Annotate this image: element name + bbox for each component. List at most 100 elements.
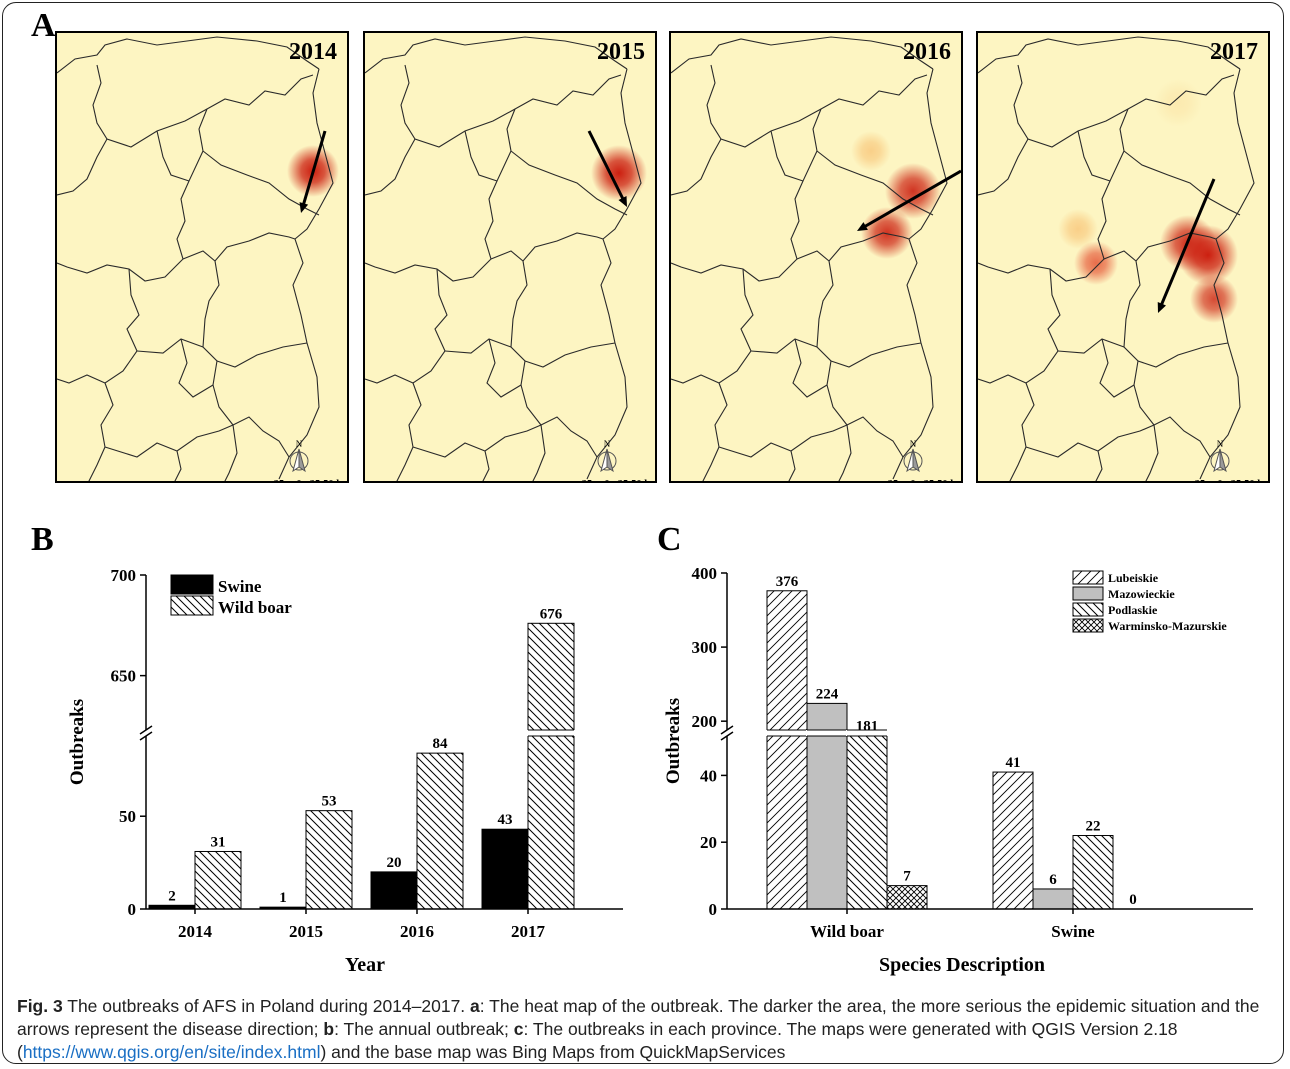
scale-tick-label: 0 bbox=[1217, 479, 1222, 483]
legend-label: Mazowieckie bbox=[1108, 587, 1175, 601]
annual-outbreak-chart: 2 31 2014 1 53 2015 20 84 2016 43 676 2017 0 50 650 700… bbox=[67, 566, 623, 976]
province-border bbox=[892, 68, 948, 480]
province-border bbox=[88, 382, 114, 481]
y-tick-label: 650 bbox=[111, 667, 137, 686]
province-border bbox=[57, 36, 320, 74]
province-border bbox=[482, 450, 490, 481]
heat-hotspot bbox=[1058, 209, 1098, 249]
province-border bbox=[770, 130, 818, 182]
province-border bbox=[506, 108, 628, 216]
bar-warminsko-mazurskie bbox=[886, 885, 928, 910]
province-border bbox=[1013, 64, 1235, 148]
arrow-head bbox=[299, 202, 309, 213]
province-border bbox=[400, 64, 622, 148]
province-border bbox=[365, 36, 628, 74]
legend-label: Lubeiskie bbox=[1108, 571, 1159, 585]
data-label: 1 bbox=[279, 890, 287, 906]
province-border bbox=[1123, 260, 1155, 426]
province-border bbox=[1153, 416, 1211, 458]
bar-wild-boar bbox=[527, 622, 575, 910]
legend-swatch bbox=[1072, 586, 1104, 601]
y-tick-label: 300 bbox=[692, 638, 718, 657]
map-canvas: N25 0 25 50 km bbox=[978, 36, 1268, 483]
province-border bbox=[540, 416, 598, 458]
province-border bbox=[671, 36, 934, 74]
province-border bbox=[178, 338, 214, 398]
north-arrow-right bbox=[298, 448, 306, 473]
x-tick-label: 2014 bbox=[178, 922, 213, 941]
scale-tick-label: 0 bbox=[910, 479, 915, 483]
axis-break-mark bbox=[720, 725, 734, 735]
x-axis-label: Species Description bbox=[879, 954, 1045, 976]
province-border bbox=[182, 232, 296, 262]
axis-break-mark bbox=[720, 731, 734, 741]
y-tick-label: 40 bbox=[700, 766, 717, 785]
province-border bbox=[365, 268, 448, 384]
scale-tick-label: 25 bbox=[924, 479, 935, 483]
data-label: 20 bbox=[387, 855, 402, 871]
y-axis-label: Outbreaks bbox=[67, 699, 88, 785]
province-border bbox=[92, 64, 314, 148]
y-tick-label: 20 bbox=[700, 833, 717, 852]
panel-label-b: B bbox=[31, 521, 54, 558]
map-year-label: 2017 bbox=[1210, 39, 1258, 65]
legend-label: Swine bbox=[218, 577, 262, 596]
province-border bbox=[444, 338, 512, 354]
data-label: 224 bbox=[816, 686, 839, 702]
data-label: 2 bbox=[168, 888, 176, 904]
panel-label-a: A bbox=[31, 7, 56, 44]
data-label: 181 bbox=[856, 718, 879, 734]
scale-tick-label: 50 km bbox=[323, 479, 349, 483]
province-border bbox=[136, 338, 204, 354]
bar-mazowieckie bbox=[1032, 888, 1074, 910]
province-border bbox=[396, 382, 422, 481]
caption-text: The outbreaks of AFS in Poland during 20… bbox=[62, 996, 471, 1016]
province-border bbox=[216, 342, 308, 368]
y-tick-label: 50 bbox=[119, 807, 136, 826]
province-border bbox=[978, 138, 1029, 196]
y-tick-label: 0 bbox=[128, 900, 137, 919]
heat-hotspot bbox=[1154, 79, 1202, 127]
direction-arrow bbox=[1158, 178, 1216, 309]
x-tick-label: 2017 bbox=[511, 922, 546, 941]
province-border bbox=[1025, 424, 1155, 458]
bar-wild-boar bbox=[305, 810, 353, 910]
x-tick-label: 2016 bbox=[400, 922, 434, 941]
arrow-head bbox=[857, 222, 868, 231]
north-label: N bbox=[604, 439, 611, 449]
province-border bbox=[510, 260, 542, 426]
province-border bbox=[1095, 450, 1103, 481]
caption-ref-a: a bbox=[470, 996, 480, 1016]
bar-podlaskie bbox=[1072, 835, 1114, 910]
bar-break-gap bbox=[806, 730, 848, 736]
caption-ref-c: c bbox=[513, 1019, 524, 1039]
province-border bbox=[816, 260, 848, 426]
scale-tick-label: 25 bbox=[1195, 479, 1206, 483]
bar-wild-boar bbox=[416, 752, 464, 910]
province-border bbox=[671, 138, 722, 196]
bar-mazowieckie bbox=[806, 702, 848, 910]
province-border bbox=[1137, 342, 1229, 368]
direction-arrow bbox=[587, 130, 626, 203]
caption-label: Fig. 3 bbox=[17, 996, 63, 1016]
x-tick-label: Wild boar bbox=[810, 922, 884, 941]
province-border bbox=[702, 382, 728, 481]
province-border bbox=[1103, 232, 1217, 262]
qgis-link[interactable]: https://www.qgis.org/en/site/index.html bbox=[22, 1042, 321, 1062]
data-label: 53 bbox=[322, 794, 337, 810]
province-border bbox=[202, 260, 234, 426]
north-label: N bbox=[296, 439, 303, 449]
y-tick-label: 0 bbox=[709, 900, 718, 919]
legend-swatch bbox=[1072, 602, 1104, 617]
province-border bbox=[1057, 338, 1125, 354]
province-border bbox=[490, 232, 604, 262]
heat-map-2017: N 25 0 25 50 km 2017 bbox=[976, 31, 1270, 483]
province-border bbox=[104, 424, 234, 458]
north-label: N bbox=[1217, 439, 1224, 449]
axis-break-mark bbox=[139, 725, 153, 735]
province-border bbox=[365, 180, 498, 282]
province-border bbox=[978, 36, 1241, 74]
map-year-label: 2014 bbox=[289, 39, 337, 65]
figure-caption: Fig. 3 The outbreaks of AFS in Poland du… bbox=[17, 995, 1267, 1063]
